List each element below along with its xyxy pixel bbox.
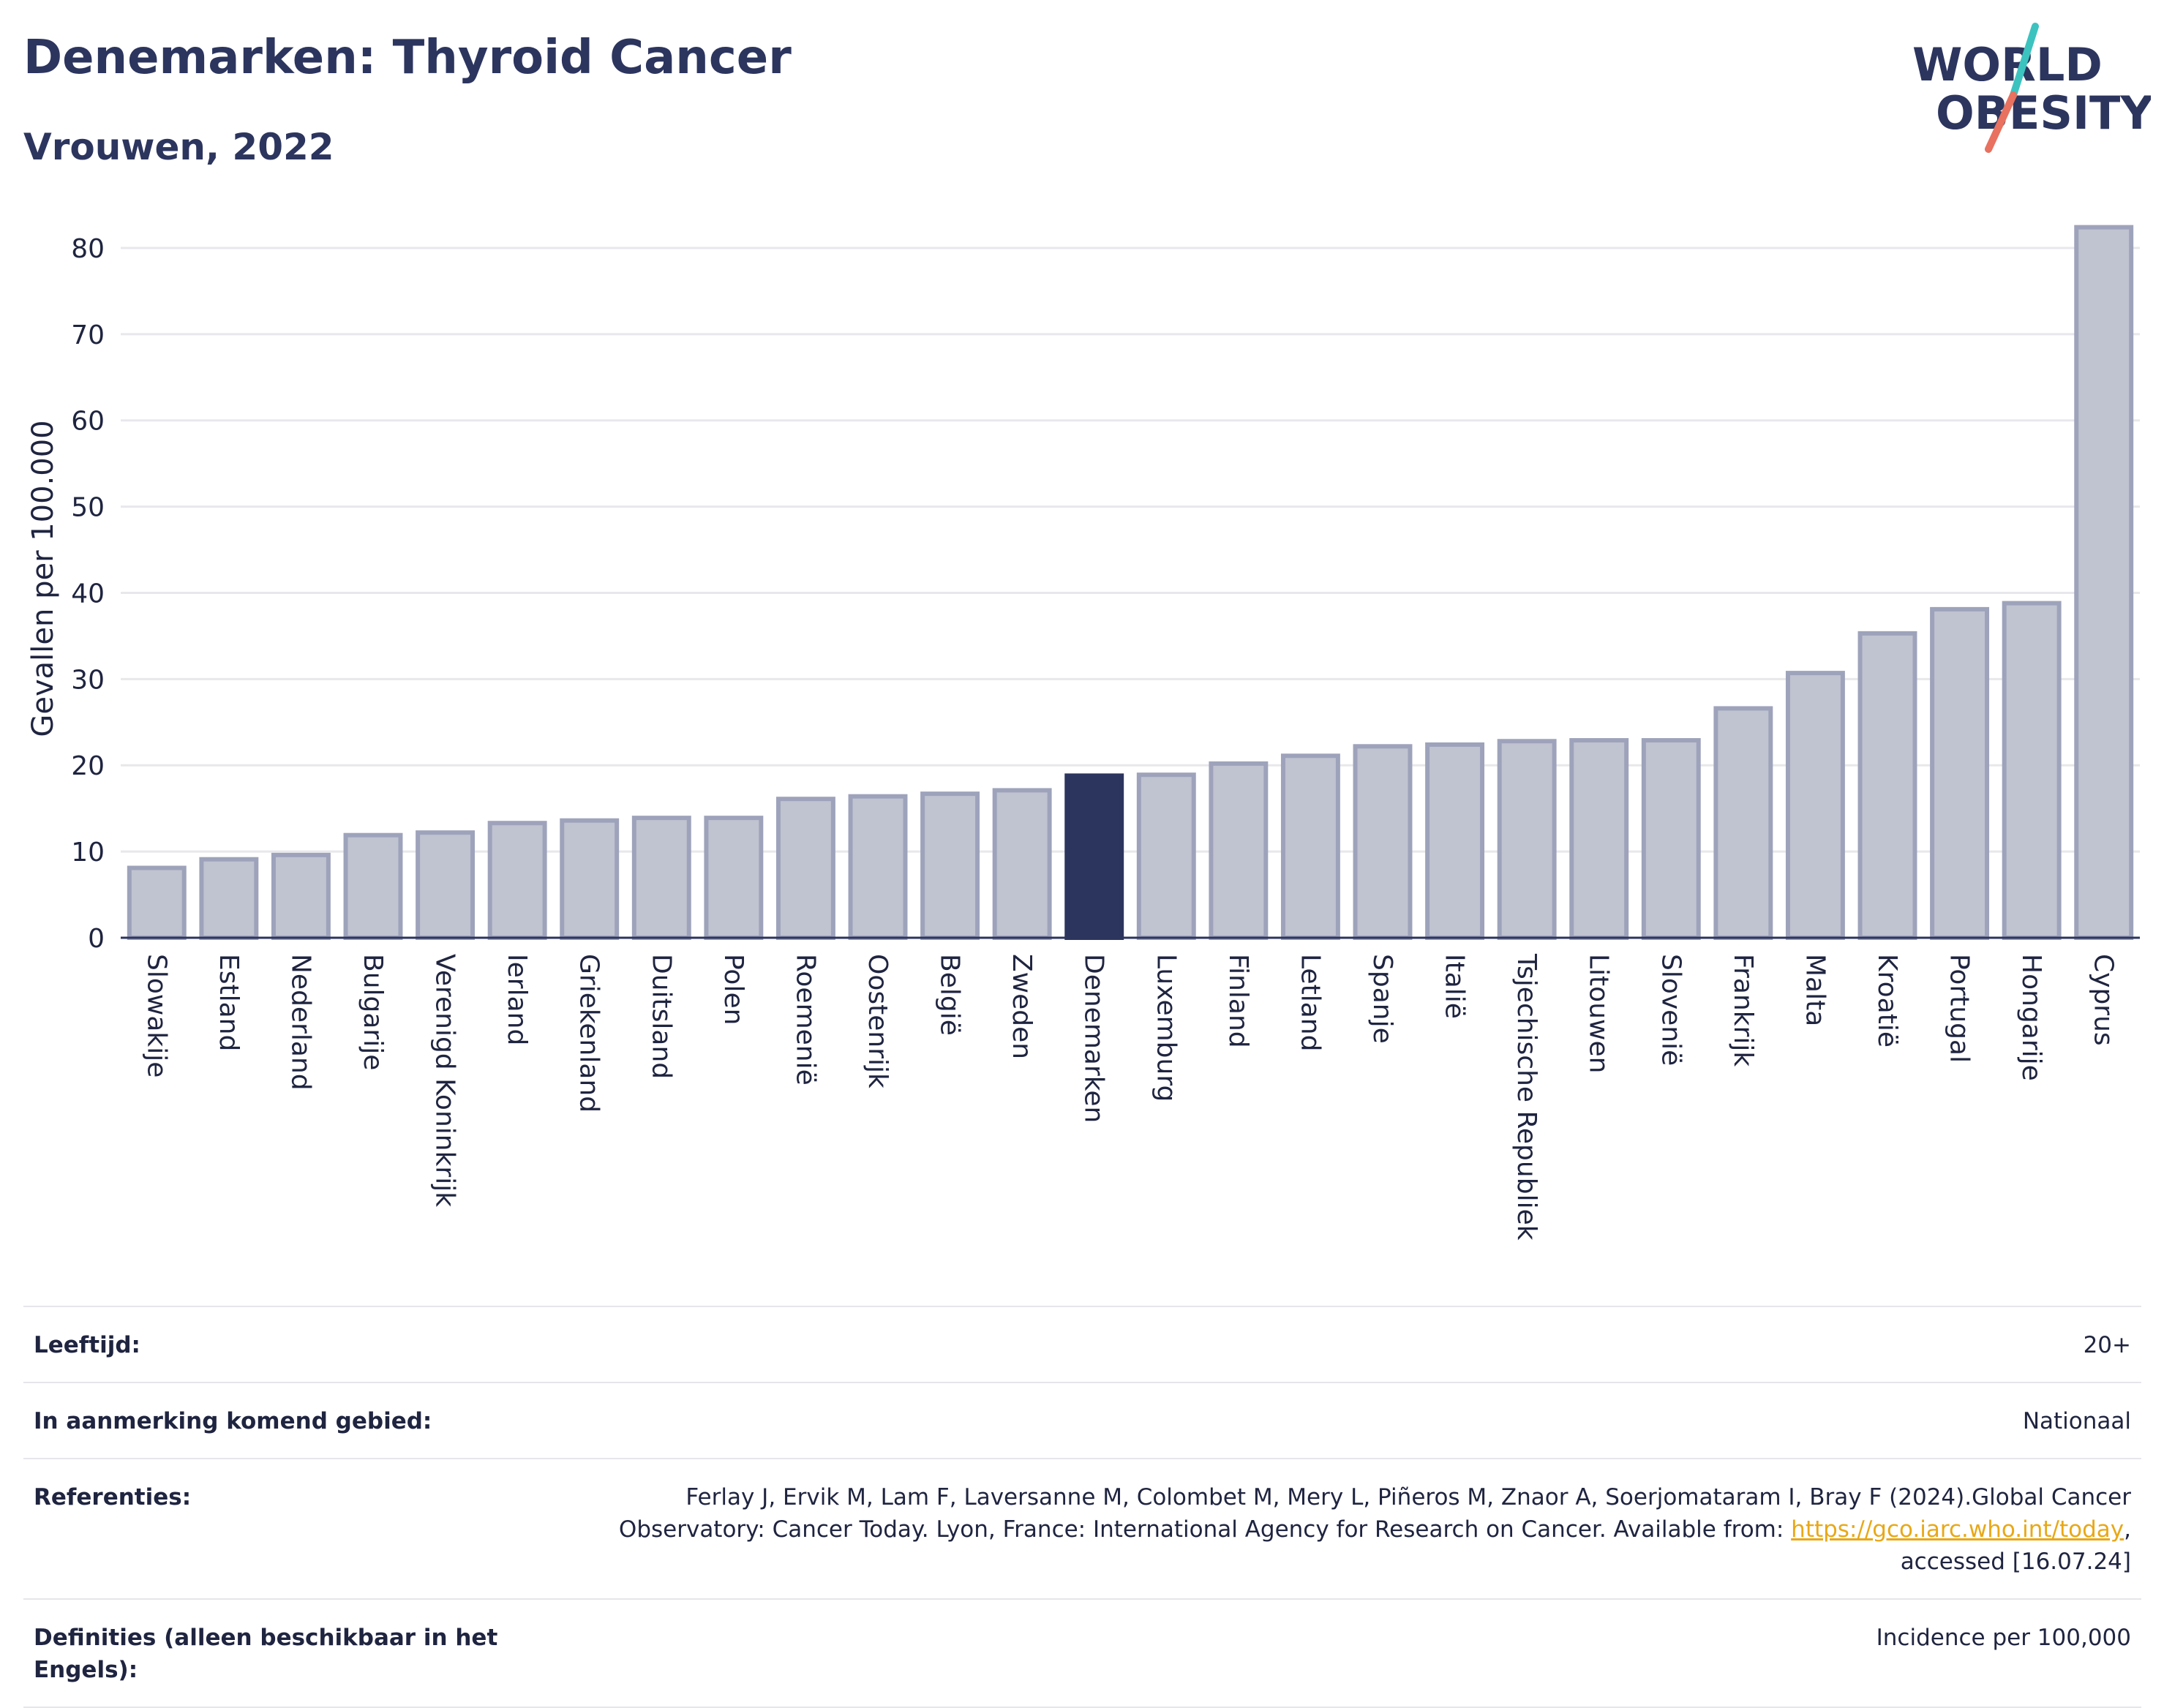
bar [560, 818, 620, 940]
y-tick-label: 70 [71, 320, 105, 350]
x-tick-label: Griekenland [574, 954, 604, 1113]
world-obesity-logo: WORLD OBESITY [1912, 23, 2151, 153]
bar [1930, 606, 1990, 940]
bar [992, 788, 1052, 941]
x-tick-label: Spanje [1367, 954, 1397, 1044]
logo-line2: OBESITY [1936, 86, 2151, 140]
x-tick-label: Italië [1440, 954, 1470, 1019]
bar [487, 821, 547, 941]
x-tick-label: Estland [214, 954, 244, 1051]
bar [199, 857, 259, 940]
bar [343, 832, 403, 940]
x-tick-label: Polen [718, 954, 748, 1025]
bar [1785, 671, 1845, 941]
x-tick-label: Luxemburg [1151, 954, 1181, 1102]
bar [127, 865, 187, 941]
bar [848, 794, 908, 940]
bar [2002, 601, 2062, 940]
x-tick-label: Oostenrijk [863, 954, 893, 1088]
info-row-definitions: Definities (alleen beschikbaar in het En… [23, 1598, 2141, 1708]
info-value-age: 20+ [2083, 1332, 2131, 1358]
bar [1713, 706, 1773, 940]
x-tick-label: Letland [1295, 954, 1325, 1051]
info-value-references: Ferlay J, Ervik M, Lam F, Laversanne M, … [580, 1481, 2131, 1578]
x-tick-label: Tsjechische Republiek [1511, 953, 1541, 1241]
bar [631, 816, 691, 941]
reference-accessed: , accessed [16.07.24] [1900, 1516, 2131, 1575]
info-row-area: In aanmerking komend gebied: Nationaal [23, 1382, 2141, 1458]
y-tick-label: 20 [71, 751, 105, 781]
x-tick-label: Portugal [1945, 954, 1975, 1063]
bar [1064, 773, 1124, 940]
x-tick-label: Hongarije [2016, 954, 2046, 1081]
bar [1857, 631, 1917, 940]
bar [271, 852, 331, 941]
info-label-area: In aanmerking komend gebied: [34, 1408, 432, 1434]
y-tick-label: 30 [71, 665, 105, 695]
bar [920, 791, 980, 940]
y-tick-label: 50 [71, 493, 105, 523]
x-tick-label: België [935, 954, 965, 1036]
x-tick-label: Litouwen [1584, 954, 1614, 1073]
x-tick-label: Verenigd Koninkrijk [430, 954, 460, 1207]
x-tick-label: Duitsland [646, 954, 676, 1079]
reference-link[interactable]: https://gco.iarc.who.int/today [1791, 1516, 2124, 1543]
y-tick-label: 80 [71, 234, 105, 264]
x-tick-label: Bulgarije [358, 954, 388, 1070]
y-axis-label: Gevallen per 100.000 [26, 420, 60, 737]
bar [1353, 744, 1413, 940]
chart-subtitle: Vrouwen, 2022 [23, 126, 334, 168]
y-tick-label: 0 [88, 924, 105, 954]
logo-slash-teal [2010, 23, 2039, 99]
x-tick-label: Slovenië [1656, 954, 1686, 1066]
info-label-age: Leeftijd: [34, 1332, 140, 1358]
bar [1280, 753, 1340, 941]
y-tick-label: 40 [71, 579, 105, 609]
bar [1641, 738, 1701, 941]
logo-line1: WORLD [1912, 38, 2103, 91]
info-row-references: Referenties: Ferlay J, Ervik M, Lam F, L… [23, 1458, 2141, 1598]
bar [1497, 739, 1557, 940]
bar-chart: 0 10 20 30 40 50 60 70 80 Gevallen per 100.000 Slo… [26, 225, 2140, 1241]
x-tick-label: Finland [1223, 954, 1253, 1048]
bar [1569, 738, 1629, 941]
bar [2074, 225, 2134, 940]
x-tick-label: Denemarken [1079, 954, 1109, 1123]
chart-title: Denemarken: Thyroid Cancer [23, 31, 792, 85]
x-tick-label: Slowakije [141, 954, 171, 1077]
y-tick-label: 10 [71, 838, 105, 868]
x-tick-label: Malta [1800, 954, 1830, 1026]
info-label-definitions: Definities (alleen beschikbaar in het En… [34, 1625, 498, 1683]
x-tick-label: Nederland [285, 954, 315, 1091]
bar [416, 830, 476, 940]
y-tick-label: 60 [71, 407, 105, 437]
logo-slash-coral [1985, 91, 2017, 153]
bar [775, 797, 835, 940]
info-row-age: Leeftijd: 20+ [23, 1306, 2141, 1382]
bar [1425, 742, 1485, 940]
x-tick-label: Kroatië [1872, 954, 1902, 1047]
info-label-references: Referenties: [34, 1484, 192, 1511]
x-tick-label: Roemenië [790, 954, 820, 1086]
reference-text: Ferlay J, Ervik M, Lam F, Laversanne M, … [618, 1484, 2131, 1543]
bar [704, 816, 764, 941]
bar [1209, 761, 1269, 940]
x-tick-label: Frankrijk [1728, 954, 1758, 1066]
x-tick-label: Cyprus [2089, 954, 2119, 1046]
bar [1136, 772, 1196, 940]
info-value-definitions: Incidence per 100,000 [1876, 1625, 2131, 1651]
x-tick-label: Zweden [1007, 954, 1037, 1059]
x-tick-label: Ierland [502, 954, 532, 1045]
info-table: Leeftijd: 20+ In aanmerking komend gebie… [23, 1306, 2141, 1708]
info-value-area: Nationaal [2022, 1408, 2131, 1434]
